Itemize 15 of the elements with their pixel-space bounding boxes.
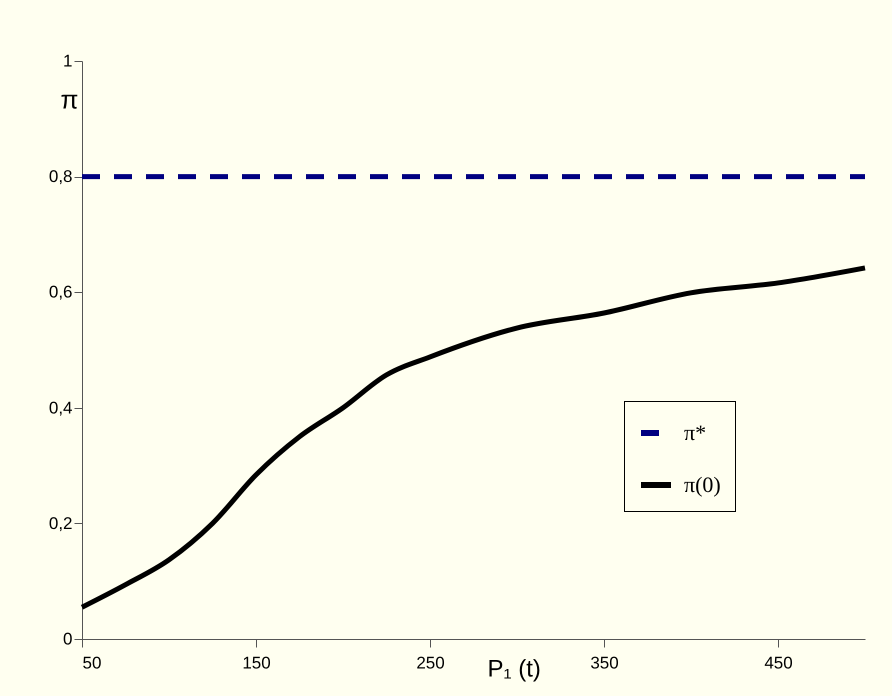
legend-label: π(0) bbox=[684, 472, 721, 497]
x-tick-label: 250 bbox=[416, 654, 445, 672]
y-tick-label: 0 bbox=[63, 630, 72, 648]
x-tick-label: 350 bbox=[590, 654, 619, 672]
y-tick-label: 0,8 bbox=[48, 167, 72, 186]
x-axis-title: P₁ (t) bbox=[488, 656, 541, 682]
x-tick-label: 50 bbox=[82, 654, 102, 672]
y-tick-label: 1 bbox=[63, 52, 72, 70]
y-tick-label: 0,4 bbox=[48, 398, 72, 418]
x-tick-label: 450 bbox=[764, 654, 793, 672]
x-tick-label: 150 bbox=[242, 654, 271, 672]
legend-label: π* bbox=[684, 420, 706, 445]
y-tick-label: 0,2 bbox=[48, 514, 72, 533]
y-axis-title: π bbox=[60, 84, 78, 114]
y-tick-label: 0,6 bbox=[48, 282, 72, 302]
